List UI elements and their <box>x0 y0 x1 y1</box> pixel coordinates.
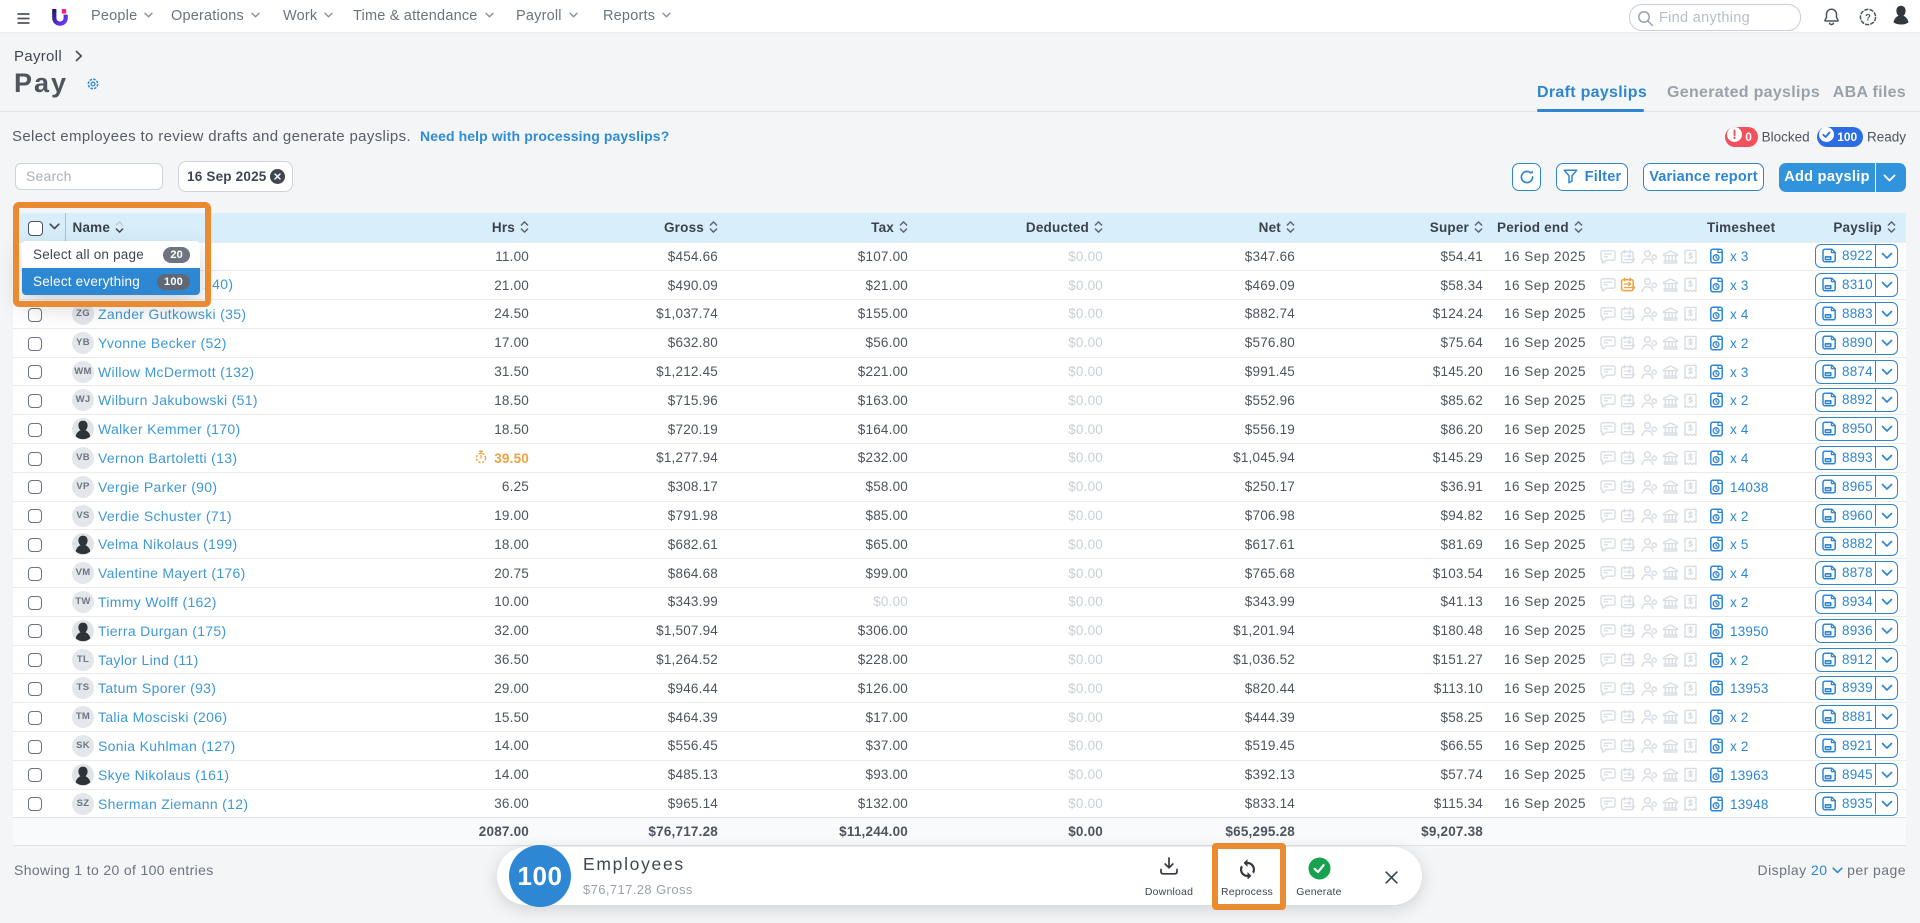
svg-text:?: ? <box>1865 12 1871 23</box>
